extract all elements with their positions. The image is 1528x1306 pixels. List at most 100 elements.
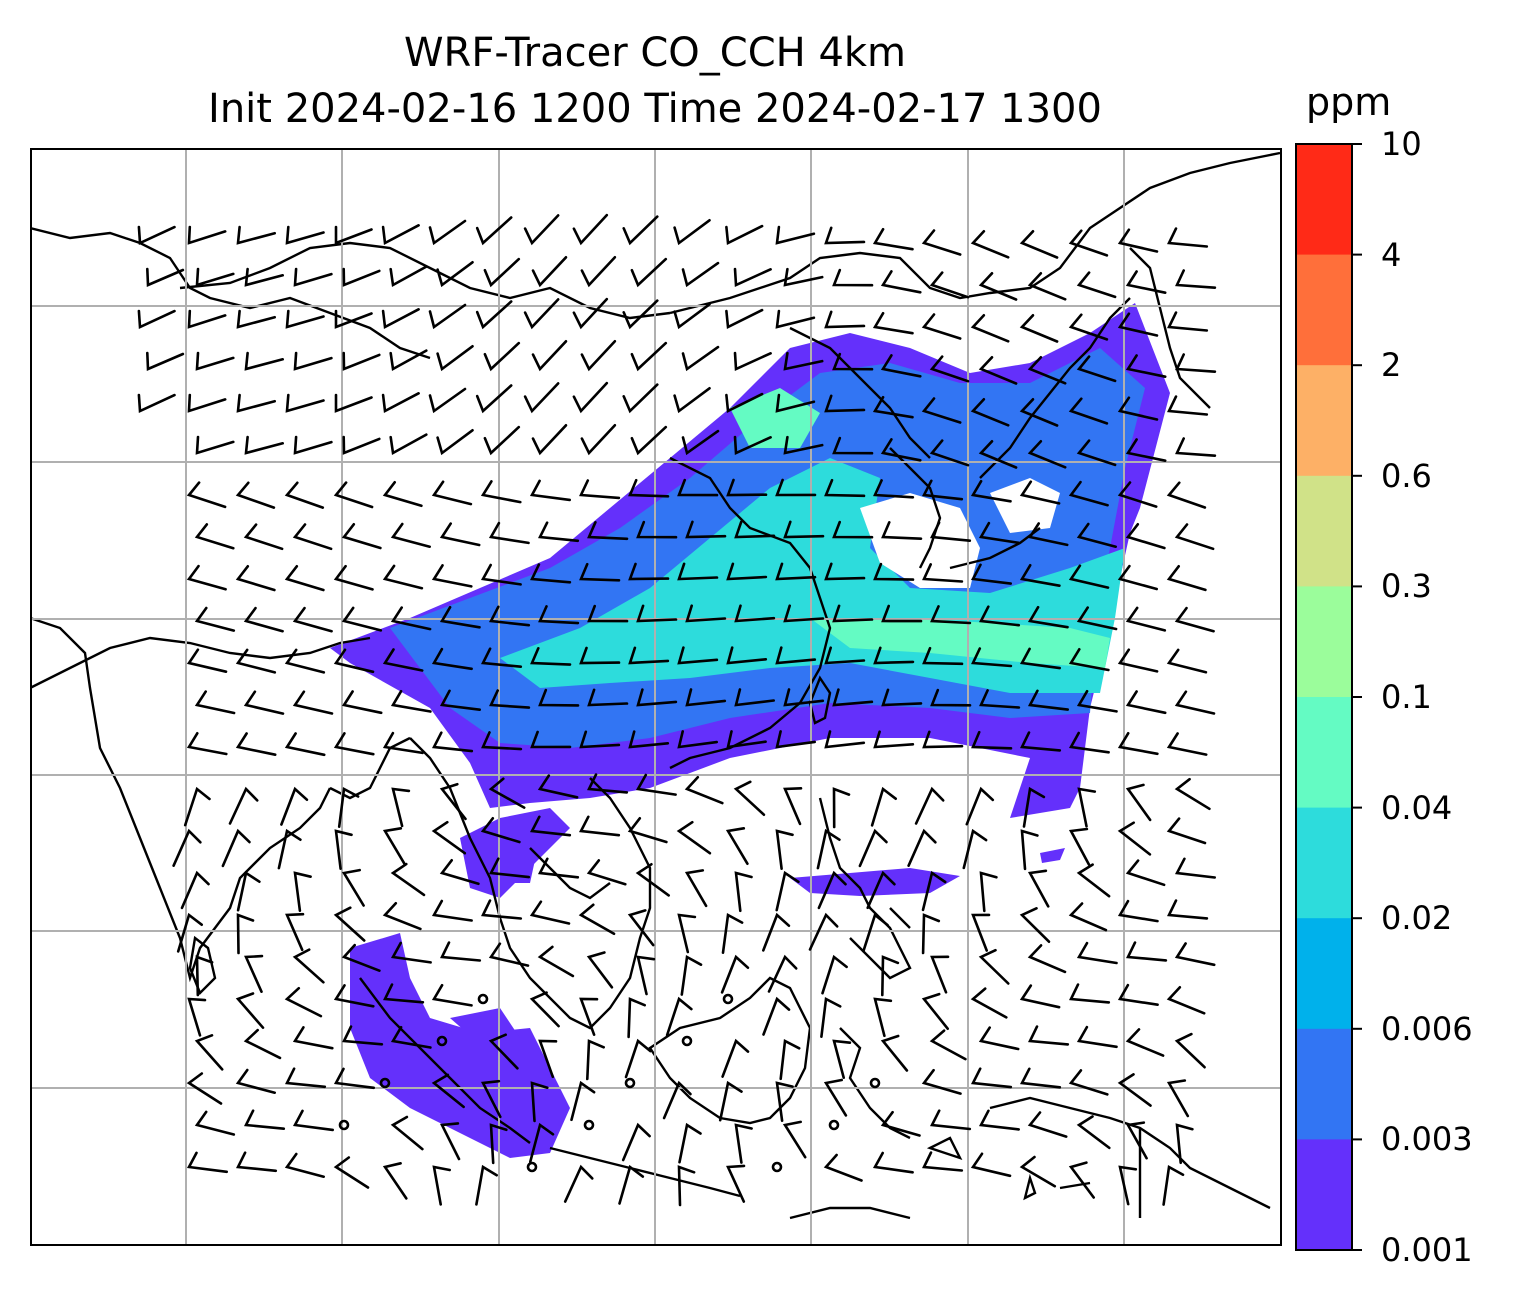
colorbar-tick-label: 2 (1381, 346, 1402, 385)
wind-barb (186, 1072, 223, 1105)
wind-calm-marker (869, 1077, 881, 1089)
coastline-kamchatka-region (1129, 247, 1211, 409)
wind-barb (921, 870, 947, 912)
wind-barb (930, 605, 972, 625)
wind-barb (530, 563, 572, 584)
wind-barb (439, 782, 467, 821)
wind-barb (381, 308, 420, 330)
colorbar-tick-label: 0.006 (1381, 1009, 1473, 1048)
wind-barb (1076, 1025, 1118, 1049)
wind-barb (907, 828, 937, 867)
wind-barb (578, 903, 616, 936)
wind-barb (873, 730, 915, 749)
wind-barb (622, 383, 659, 414)
wind-barb (775, 225, 816, 245)
wind-barb (342, 351, 381, 371)
wind-barb (244, 435, 284, 455)
wind-barb (334, 393, 373, 413)
wind-barb (1027, 689, 1069, 711)
wind-barb (1076, 439, 1117, 467)
gridlines (30, 148, 1282, 1246)
wind-barb (235, 732, 277, 756)
wind-barb (235, 481, 276, 509)
wind-barb (635, 863, 670, 897)
wind-barb (195, 435, 235, 455)
wind-barb (824, 226, 866, 245)
wind-barb (627, 997, 646, 1039)
wind-barb (921, 313, 962, 340)
wind-barb (293, 267, 333, 287)
wind-barb (475, 300, 513, 330)
wind-calm-marker (477, 993, 489, 1005)
wind-barb (382, 481, 423, 508)
wind-barb (529, 815, 572, 837)
wind-barb (390, 689, 432, 713)
wind-barb (1019, 398, 1059, 427)
wind-barb (236, 309, 276, 329)
wind-barb (775, 829, 794, 870)
wind-barb (873, 479, 915, 499)
coastline-java (549, 1146, 741, 1198)
wind-barb (180, 870, 210, 910)
wind-barb (762, 996, 791, 1036)
wind-barb (146, 267, 185, 287)
wind-barb (186, 564, 227, 591)
wind-barb (970, 230, 1010, 259)
wind-barb (880, 354, 922, 378)
wind-barb (870, 786, 897, 827)
wind-barb (221, 828, 251, 868)
wind-barb (775, 393, 816, 413)
wind-barb (1076, 522, 1117, 548)
wind-barb (523, 298, 560, 330)
wind-barb (673, 387, 711, 414)
wind-barb (580, 255, 617, 288)
wind-barb (480, 647, 523, 668)
wind-barb (1068, 1069, 1109, 1096)
wind-barb (530, 730, 572, 749)
wind-calm-marker (379, 1077, 391, 1089)
wind-barb (235, 1151, 278, 1173)
coastline-new-guinea (989, 1096, 1271, 1210)
wind-barb (832, 268, 874, 287)
wind-barb (929, 439, 970, 467)
wind-barb (277, 828, 302, 870)
wind-barb (970, 479, 1012, 503)
wind-barb (489, 689, 531, 709)
wind-barb (783, 787, 803, 826)
wind-barb (292, 1026, 334, 1050)
wind-barb (1076, 1115, 1111, 1150)
coastline-gulf-thailand (529, 847, 611, 900)
wind-barb (537, 945, 575, 978)
wind-barb (1076, 606, 1118, 631)
wind-barb (970, 314, 1010, 343)
wind-barb (194, 690, 236, 715)
wind-barb (333, 732, 375, 756)
wind-barb (1174, 1032, 1206, 1069)
colorbar-segment (1296, 144, 1352, 256)
wind-barb (333, 564, 374, 591)
wind-barb (431, 983, 473, 1007)
wind-barb (186, 481, 227, 509)
wind-barb (929, 1109, 972, 1131)
wind-barb (537, 774, 579, 799)
wind-barb (187, 225, 227, 245)
wind-barb (333, 984, 375, 1008)
coastline-sea-islands (926, 1136, 1091, 1201)
wind-barb (195, 267, 235, 287)
wind-barb (775, 870, 800, 912)
wind-barb (381, 392, 420, 414)
wind-barb (783, 351, 824, 371)
wind-barb (1019, 314, 1059, 343)
wind-barb (243, 1109, 286, 1130)
wind-barb (341, 690, 383, 715)
wind-barb (341, 606, 383, 632)
wind-barb (572, 381, 609, 414)
coastline-indochina (409, 737, 652, 1030)
wind-barb (978, 948, 1010, 985)
wind-barb (1117, 648, 1159, 673)
colorbar-segment (1296, 586, 1352, 698)
wind-barb (284, 1152, 325, 1178)
wind-barb (1117, 899, 1159, 923)
wind-barb (1167, 899, 1209, 920)
wind-barb (333, 648, 375, 674)
